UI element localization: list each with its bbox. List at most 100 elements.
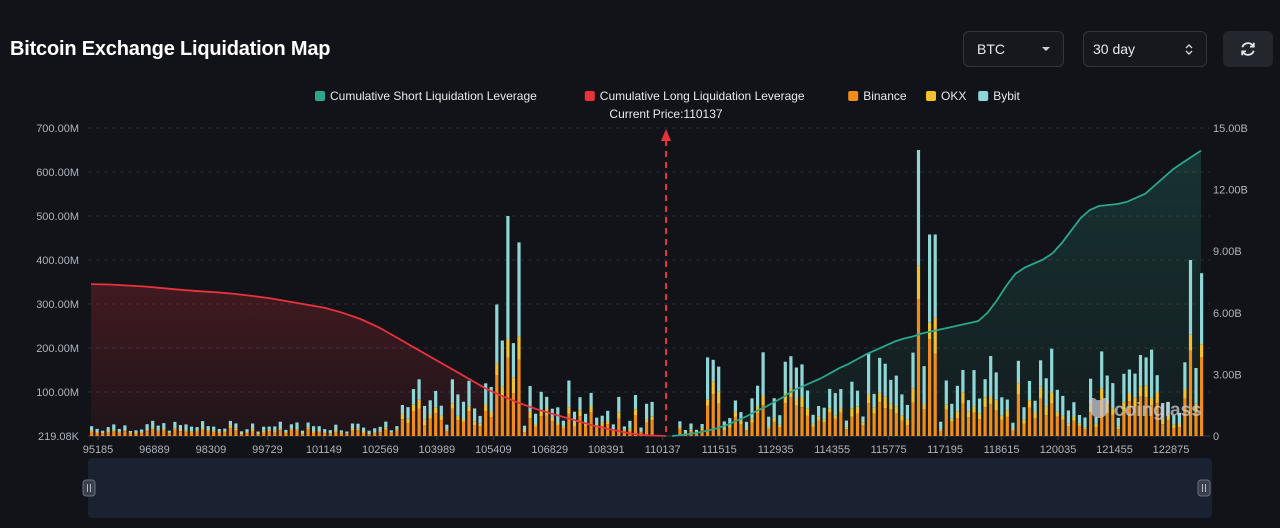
binance-bar <box>822 422 826 436</box>
x-axis: 95185 96889 98309 99729 101149 102569 103989 10… <box>83 436 1189 456</box>
okx-bar <box>323 432 327 434</box>
binance-bar <box>178 431 182 436</box>
bybit-bar <box>167 430 171 433</box>
binance-bar <box>106 432 110 436</box>
okx-bar <box>844 427 848 430</box>
refresh-button[interactable] <box>1223 31 1273 67</box>
coin-select[interactable]: BTC <box>963 31 1064 67</box>
binance-bar <box>384 429 388 436</box>
okx-bar <box>339 432 343 434</box>
okx-bar <box>878 393 882 403</box>
bybit-bar <box>1055 389 1059 412</box>
bybit-bar <box>389 430 393 433</box>
okx-bar <box>456 415 460 421</box>
bybit-bar <box>1138 355 1143 387</box>
bybit-bar <box>162 423 166 430</box>
bybit-bar <box>961 370 965 393</box>
short-area-fill <box>672 150 1201 436</box>
legend-label: Cumulative Short Liquidation Leverage <box>330 89 537 103</box>
binance-bar <box>966 417 971 436</box>
legend-item[interactable]: Cumulative Short Liquidation Leverage <box>315 89 537 103</box>
binance-bar <box>933 353 937 436</box>
binance-bar <box>184 431 188 436</box>
okx-bar <box>1027 400 1032 408</box>
range-slider[interactable] <box>82 458 1212 518</box>
cumulative-lines <box>90 149 1202 437</box>
okx-bar <box>506 338 510 358</box>
binance-bar <box>212 431 216 436</box>
binance-bar <box>950 421 954 436</box>
okx-bar <box>750 418 754 423</box>
okx-bar <box>933 317 937 354</box>
binance-bar <box>1161 424 1165 436</box>
legend-item[interactable]: Binance <box>848 89 907 103</box>
binance-bar <box>128 433 132 436</box>
okx-bar <box>300 433 305 435</box>
binance-bar <box>300 434 305 436</box>
current-price-label: Current Price:110137 <box>609 107 723 121</box>
binance-bar <box>989 404 993 436</box>
y-left-tick: 300.00M <box>36 299 79 311</box>
binance-bar <box>411 411 416 436</box>
binance-bar <box>461 421 466 436</box>
legend-label: Binance <box>863 89 907 103</box>
binance-bar <box>961 403 965 436</box>
bybit-bar <box>273 426 277 431</box>
okx-bar <box>400 413 404 420</box>
x-tick-label: 98309 <box>196 444 227 456</box>
binance-bar <box>267 431 271 436</box>
bybit-bar <box>950 403 954 419</box>
bybit-bar <box>578 397 582 411</box>
okx-bar <box>140 432 144 434</box>
bybit-bar <box>112 424 116 431</box>
binance-bar <box>1055 416 1059 436</box>
bybit-bar <box>201 421 205 428</box>
legend-swatch <box>926 91 936 101</box>
binance-bar <box>223 432 227 436</box>
legend-item[interactable]: OKX <box>926 89 966 103</box>
bybit-bar <box>756 385 760 407</box>
bybit-bar <box>706 357 710 400</box>
okx-bar <box>617 412 621 419</box>
okx-bar <box>1161 418 1165 424</box>
okx-bar <box>1194 403 1198 410</box>
bybit-bar <box>1066 410 1070 424</box>
period-select[interactable]: 30 day <box>1083 31 1207 67</box>
bybit-bar <box>1122 373 1126 402</box>
bybit-bar <box>650 401 654 417</box>
binance-bar <box>1022 423 1026 436</box>
binance-bar <box>112 431 116 436</box>
binance-bar <box>201 429 205 436</box>
okx-bar <box>711 381 715 395</box>
binance-bar <box>228 427 232 436</box>
bybit-bar <box>1011 422 1015 429</box>
bybit-bar <box>478 415 482 424</box>
binance-bar <box>495 375 499 436</box>
bybit-bar <box>539 391 543 412</box>
binance-bar <box>911 402 915 436</box>
legend-item[interactable]: Bybit <box>978 89 1021 103</box>
bybit-bar <box>933 234 937 318</box>
legend-item[interactable]: Cumulative Long Liquidation Leverage <box>584 89 805 103</box>
bybit-bar <box>1183 362 1187 389</box>
binance-bar <box>645 422 649 436</box>
range-handle-right[interactable] <box>1197 479 1211 497</box>
y-left-tick: 400.00M <box>36 255 79 267</box>
okx-bar <box>151 427 155 430</box>
bybit-bar <box>955 385 959 412</box>
bybit-bar <box>195 427 199 431</box>
long-area-fill <box>91 284 666 436</box>
x-tick-label: 96889 <box>139 444 170 456</box>
binance-bar <box>1083 428 1087 436</box>
binance-bar <box>1194 410 1198 436</box>
y-left-tick: 500.00M <box>36 211 79 223</box>
bybit-bar <box>500 340 504 387</box>
x-tick-label: 103989 <box>418 444 455 456</box>
range-handle-left[interactable] <box>82 479 96 497</box>
okx-bar <box>367 433 371 434</box>
okx-bar <box>900 415 904 421</box>
binance-bar <box>473 425 477 436</box>
binance-bar <box>750 422 754 436</box>
okx-bar <box>273 430 277 433</box>
bybit-bar <box>700 424 704 429</box>
